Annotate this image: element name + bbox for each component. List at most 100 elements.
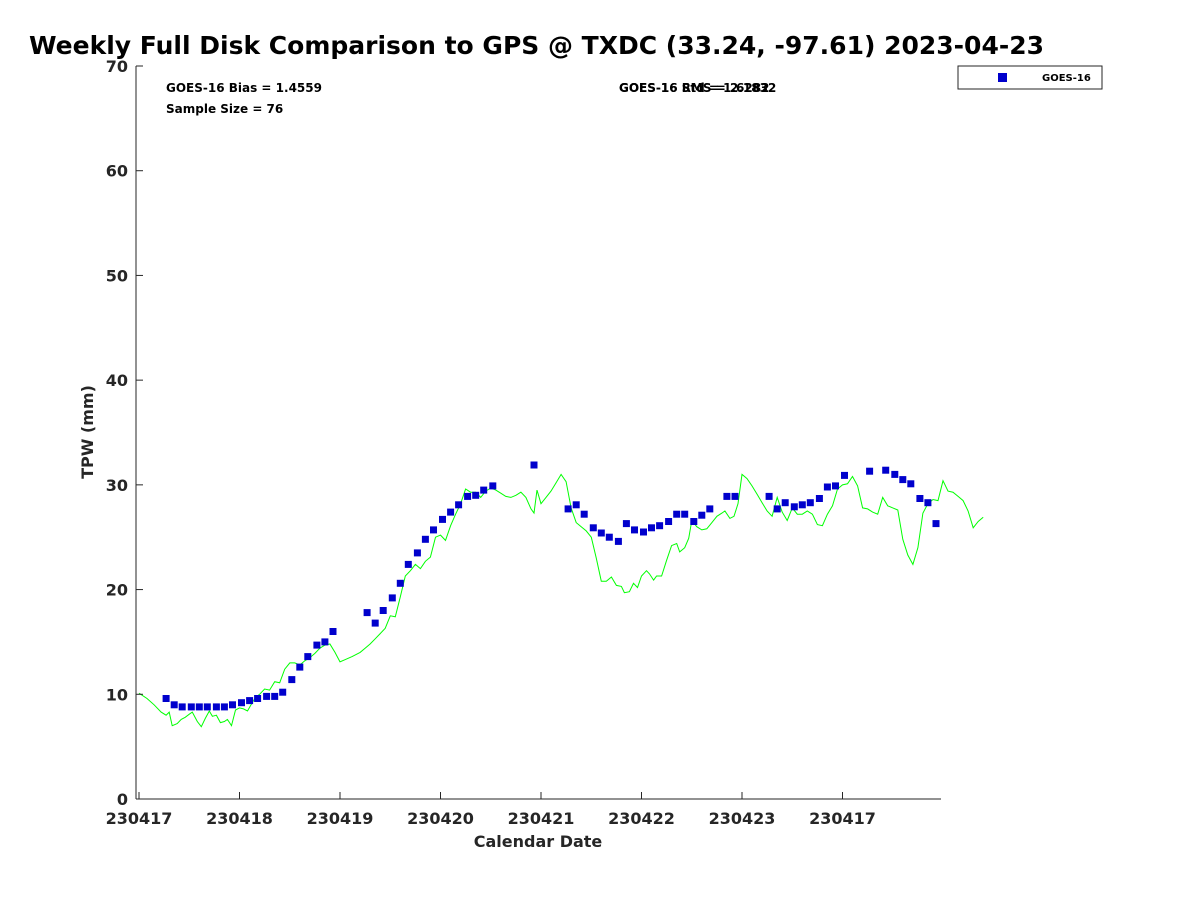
x-tick-label: 230417: [106, 809, 173, 828]
goes-16-data-point: [489, 482, 497, 490]
y-tick-label: 50: [106, 266, 128, 285]
chart-title: Weekly Full Disk Comparison to GPS @ TXD…: [29, 31, 1044, 60]
goes-16-data-point: [907, 480, 915, 488]
legend-label-goes-16: GOES-16: [1042, 73, 1091, 84]
y-tick-label: 70: [106, 57, 128, 76]
x-tick-label: 230421: [508, 809, 575, 828]
y-tick-label: 40: [106, 371, 128, 390]
goes-16-data-point: [464, 492, 472, 500]
goes-16-data-point: [765, 492, 773, 500]
goes-16-data-point: [572, 501, 580, 509]
goes-16-data-point: [329, 628, 337, 635]
goes-16-data-point: [371, 619, 379, 627]
goes-16-data-point: [832, 482, 839, 490]
goes-16-data-point: [238, 699, 245, 707]
goes-16-data-point: [665, 518, 673, 525]
goes-16-data-point: [823, 483, 831, 491]
goes-16-data-point: [296, 663, 304, 671]
goes-16-data-point: [891, 470, 899, 478]
bias-annotation: GOES-16 Bias = 1.4559: [166, 81, 322, 95]
goes-16-data-point: [841, 471, 848, 479]
goes-16-data-point: [530, 461, 538, 469]
goes-16-data-point: [288, 676, 296, 684]
goes-16-data-point: [212, 703, 220, 711]
goes-16-data-point: [815, 495, 823, 502]
goes-16-data-point: [580, 510, 588, 518]
goes-16-data-point: [631, 526, 638, 534]
x-tick-label: 230419: [307, 809, 374, 828]
rms-annotation: GOES-16 RMS = 2.1832: [619, 81, 776, 95]
goes-16-data-point: [439, 515, 446, 523]
y-tick-label: 60: [106, 162, 128, 181]
legend-marker-goes-16: [998, 73, 1007, 82]
goes-16-data-point: [622, 520, 630, 528]
goes-16-data-point: [564, 505, 572, 513]
y-axis-label: TPW (mm): [78, 385, 97, 479]
goes-16-data-point: [396, 579, 404, 587]
sample-size-annotation: Sample Size = 76: [166, 102, 283, 116]
x-axis-ticks: 230417 230418 230419 230420 230421 230422 2304…: [106, 792, 876, 828]
x-tick-label: 230423: [709, 809, 776, 828]
goes-16-data-point: [404, 560, 412, 568]
y-tick-label: 10: [106, 685, 128, 704]
goes-16-marker-layer: [162, 461, 940, 711]
goes-16-data-point: [924, 499, 932, 507]
goes-16-data-point: [430, 526, 437, 534]
goes-16-data-point: [170, 701, 178, 709]
goes-16-data-point: [455, 501, 463, 509]
goes-16-data-point: [472, 491, 480, 499]
goes-16-data-point: [806, 499, 814, 507]
x-tick-label: 230418: [206, 809, 273, 828]
goes-16-data-point: [263, 692, 271, 700]
goes-16-data-point: [271, 692, 279, 700]
goes-16-data-point: [313, 641, 321, 649]
goes-16-data-point: [589, 524, 597, 532]
goes-16-data-point: [731, 492, 739, 500]
goes-16-data-point: [246, 697, 254, 705]
goes-16-data-point: [698, 511, 706, 519]
y-tick-label: 0: [117, 790, 128, 809]
goes-16-data-point: [229, 701, 236, 709]
goes-16-data-point: [605, 533, 613, 541]
goes-16-data-point: [304, 653, 312, 661]
goes-16-data-point: [220, 703, 228, 711]
y-tick-label: 20: [106, 581, 128, 600]
goes-16-data-point: [899, 476, 907, 484]
goes-16-data-point: [162, 695, 170, 702]
legend: GOES-16: [957, 65, 1103, 90]
goes-16-data-point: [681, 510, 689, 518]
goes-16-data-point: [798, 501, 806, 509]
goes-16-data-point: [254, 695, 262, 702]
gps-line-layer: [138, 473, 984, 728]
legend-box: [957, 65, 1103, 90]
goes-16-data-point: [706, 505, 714, 513]
plot-area: [135, 66, 984, 800]
goes-16-data-point: [916, 495, 924, 502]
y-axis-ticks: 0 10 20 30 40 50 60 70: [106, 57, 143, 809]
goes-16-data-point: [388, 594, 396, 602]
goes-16-data-point: [614, 537, 622, 545]
goes-16-data-point: [413, 549, 421, 557]
goes-16-data-point: [773, 505, 781, 513]
x-axis-label: Calendar Date: [474, 832, 603, 851]
goes-16-data-point: [321, 638, 329, 646]
goes-16-data-point: [640, 528, 647, 536]
goes-16-data-point: [790, 503, 798, 511]
goes-16-data-point: [690, 518, 698, 525]
std-annotation: GOES-16 Std = 1.6282: [619, 81, 769, 95]
x-tick-label: 230417: [809, 809, 876, 828]
goes-16-data-point: [866, 467, 874, 475]
goes-16-data-point: [203, 703, 211, 711]
goes-16-data-point: [363, 609, 371, 617]
goes-16-data-point: [187, 703, 195, 711]
goes-16-data-point: [279, 688, 287, 696]
goes-16-data-point: [932, 520, 940, 528]
goes-16-data-point: [421, 535, 429, 543]
goes-16-data-point: [673, 510, 681, 518]
gps-tpw-line: [138, 473, 984, 728]
goes-16-data-point: [379, 607, 387, 614]
x-tick-label: 230422: [608, 809, 675, 828]
goes-16-data-point: [781, 499, 789, 507]
plot-background: [136, 66, 941, 799]
